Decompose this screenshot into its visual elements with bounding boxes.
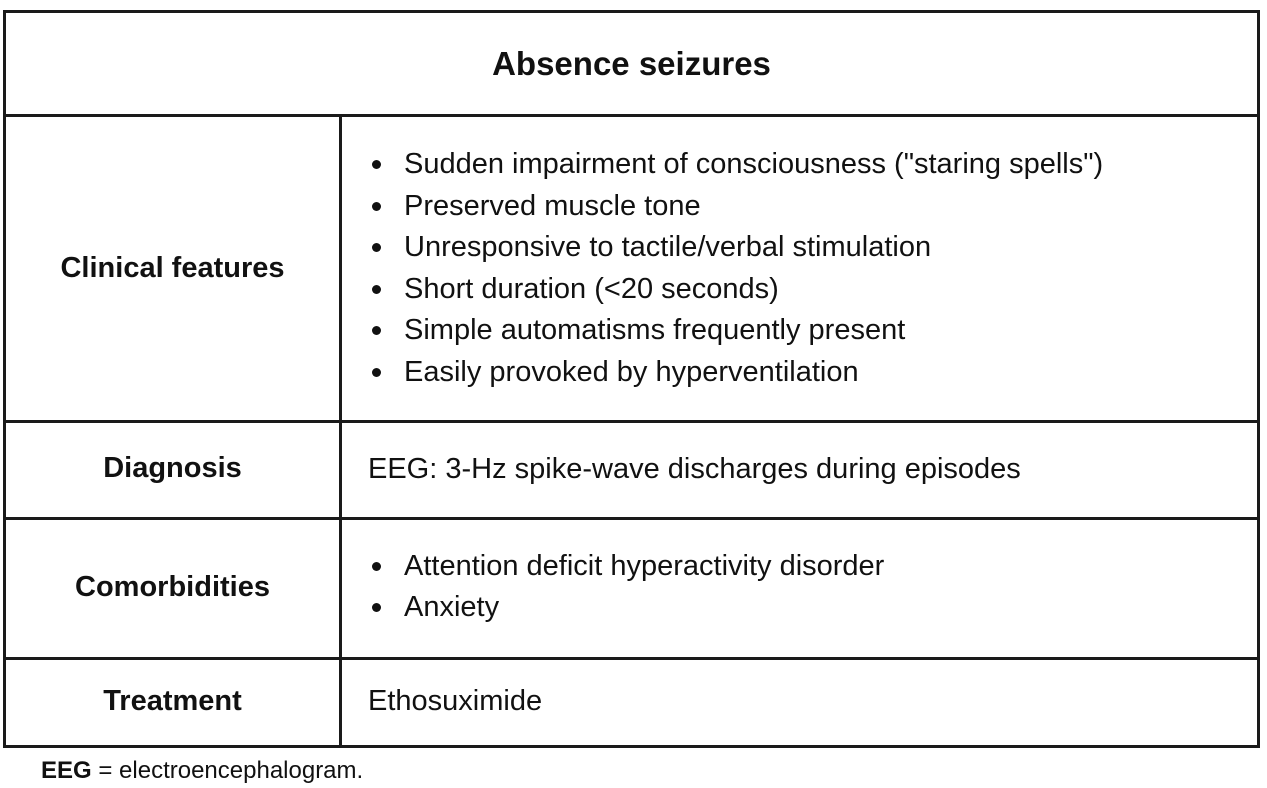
table-row-treatment: Treatment Ethosuximide: [6, 657, 1257, 745]
row-content-diagnosis: EEG: 3-Hz spike-wave discharges during e…: [342, 420, 1257, 517]
bullet-icon: [372, 160, 381, 169]
bullet-icon: [372, 243, 381, 252]
bullet-icon: [372, 561, 381, 571]
list-item: Sudden impairment of consciousness ("sta…: [368, 144, 1257, 186]
table-row-diagnosis: Diagnosis EEG: 3-Hz spike-wave discharge…: [6, 420, 1257, 520]
table-row-comorbidities: Comorbidities Attention deficit hyperact…: [6, 517, 1257, 660]
list-item: Attention deficit hyperactivity disorder: [368, 546, 1257, 588]
footnote-definition: = electroencephalogram.: [91, 757, 364, 784]
comorbidities-list: Attention deficit hyperactivity disorder…: [368, 546, 1257, 629]
row-label-clinical-features: Clinical features: [6, 117, 342, 420]
bullet-icon: [372, 284, 381, 294]
list-item: Preserved muscle tone: [368, 186, 1257, 228]
bullet-icon: [372, 603, 381, 612]
row-label-diagnosis: Diagnosis: [6, 420, 342, 517]
table-row-clinical-features: Clinical features Sudden impairment of c…: [6, 117, 1257, 423]
treatment-text: Ethosuximide: [368, 685, 543, 717]
row-label-comorbidities: Comorbidities: [6, 517, 342, 657]
footnote: EEG = electroencephalogram.: [41, 757, 363, 785]
list-item: Easily provoked by hyperventilation: [368, 352, 1257, 394]
list-item: Unresponsive to tactile/verbal stimulati…: [368, 227, 1257, 269]
list-item: Simple automatisms frequently present: [368, 310, 1257, 352]
footnote-abbreviation: EEG: [41, 757, 92, 784]
bullet-icon: [372, 326, 381, 335]
row-content-clinical-features: Sudden impairment of consciousness ("sta…: [342, 117, 1257, 420]
table-title: Absence seizures: [6, 13, 1257, 117]
bullet-icon: [372, 367, 381, 377]
absence-seizures-table: Absence seizures Clinical features Sudde…: [3, 10, 1260, 748]
diagnosis-text: EEG: 3-Hz spike-wave discharges during e…: [368, 452, 1021, 485]
list-item: Short duration (<20 seconds): [368, 269, 1257, 311]
bullet-icon: [372, 201, 381, 211]
row-content-treatment: Ethosuximide: [342, 657, 1257, 745]
row-label-treatment: Treatment: [6, 657, 342, 745]
clinical-features-list: Sudden impairment of consciousness ("sta…: [368, 144, 1257, 393]
row-content-comorbidities: Attention deficit hyperactivity disorder…: [342, 517, 1257, 657]
list-item: Anxiety: [368, 587, 1257, 629]
